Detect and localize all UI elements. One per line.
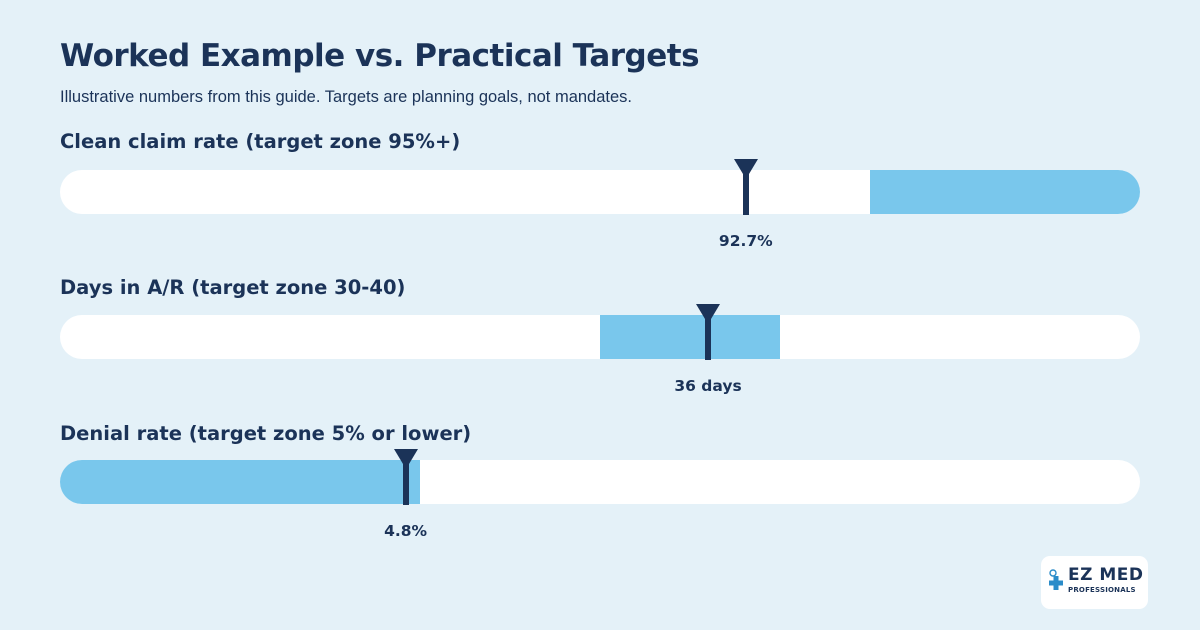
metric-label: Denial rate (target zone 5% or lower) — [60, 422, 472, 445]
metric-track — [60, 170, 1140, 214]
logo-tagline: PROFESSIONALS — [1068, 586, 1136, 594]
chart-subtitle: Illustrative numbers from this guide. Ta… — [60, 88, 633, 106]
metric-label: Days in A/R (target zone 30-40) — [60, 276, 406, 299]
chart-title: Worked Example vs. Practical Targets — [60, 38, 700, 74]
medical-cross-icon — [1049, 569, 1063, 590]
brand-logo: EZ MED PROFESSIONALS — [1041, 556, 1148, 609]
logo-wordmark: EZ MED — [1068, 565, 1144, 585]
target-zone-bar — [870, 170, 1140, 214]
metric-track — [60, 460, 1140, 504]
value-label: 4.8% — [384, 522, 428, 540]
metric-label: Clean claim rate (target zone 95%+) — [60, 130, 461, 153]
value-label: 36 days — [674, 377, 742, 395]
value-marker — [696, 304, 720, 360]
target-zone-bar — [600, 315, 780, 359]
metric-track — [60, 315, 1140, 359]
value-label: 92.7% — [718, 232, 773, 250]
target-zone-bar — [60, 460, 420, 504]
value-marker — [393, 449, 418, 505]
value-marker — [733, 159, 758, 215]
